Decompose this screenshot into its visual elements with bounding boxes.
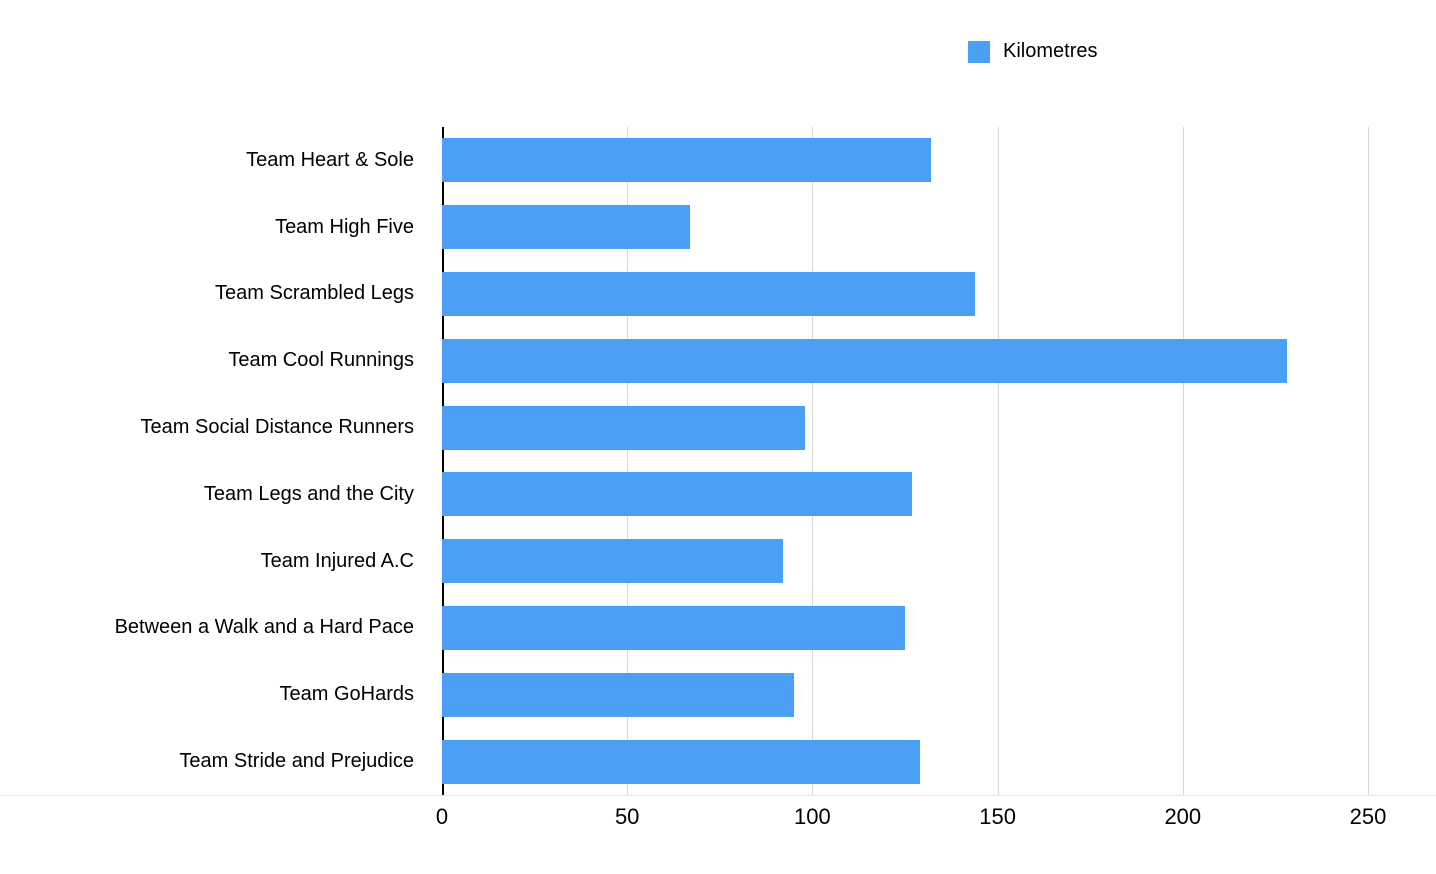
bar-kilometres — [442, 672, 794, 717]
bar-kilometres — [442, 605, 905, 651]
bar-kilometres — [442, 205, 691, 250]
bar-track — [442, 127, 1368, 194]
chart-row: Team Cool Runnings — [0, 327, 1436, 394]
gridline — [997, 127, 999, 795]
category-label: Team Injured A.C — [260, 549, 414, 572]
bar-kilometres — [442, 338, 1287, 383]
x-tick-label: 100 — [794, 804, 831, 829]
chart-row: Team GoHards — [0, 661, 1436, 728]
category-label: Team Social Distance Runners — [140, 416, 414, 439]
gridline — [627, 127, 629, 795]
x-tick-label: 0 — [435, 804, 449, 829]
chart-row: Team Heart & Sole — [0, 127, 1436, 194]
bar-kilometres — [442, 271, 976, 317]
x-tick-label: 200 — [1164, 804, 1202, 829]
chart-row: Team Injured A.C — [0, 528, 1436, 595]
bar-kilometres — [442, 739, 920, 784]
bar-track — [442, 661, 1368, 728]
gridline — [1368, 127, 1369, 795]
bar-track — [442, 327, 1368, 394]
category-label: Team Legs and the City — [203, 482, 414, 505]
y-axis-line — [442, 127, 444, 795]
bar-track — [442, 261, 1368, 328]
category-label: Team Stride and Prejudice — [179, 750, 414, 773]
category-label: Team Heart & Sole — [246, 148, 414, 171]
category-label: Team Cool Runnings — [228, 349, 414, 372]
bar-track — [442, 394, 1368, 461]
bar-track — [442, 461, 1368, 528]
category-label: Team GoHards — [279, 683, 415, 706]
bar-track — [442, 528, 1368, 595]
chart-row: Team Scrambled Legs — [0, 261, 1436, 328]
bar-kilometres — [442, 539, 783, 584]
chart-row: Team Legs and the City — [0, 461, 1436, 528]
bar-rows: Team Heart & Sole Team High Five Team Scra… — [0, 127, 1436, 795]
x-axis-labels: 0 50 100 150 200 250 — [436, 804, 1386, 838]
bar-track — [442, 194, 1368, 261]
bar-kilometres — [442, 472, 913, 517]
plot-area: Team Heart & Sole Team High Five Team Scra… — [0, 127, 1436, 796]
chart-row: Between a Walk and a Hard Pace — [0, 595, 1436, 662]
category-label: Between a Walk and a Hard Pace — [114, 616, 414, 639]
bar-kilometres — [442, 405, 805, 450]
bar-track — [442, 595, 1368, 662]
category-label: Team Scrambled Legs — [215, 282, 414, 305]
legend-swatch-kilometres — [968, 40, 990, 63]
chart-row: Team Social Distance Runners — [0, 394, 1436, 461]
chart-row: Team Stride and Prejudice — [0, 728, 1436, 795]
category-label: Team High Five — [275, 215, 414, 238]
bar-track — [442, 728, 1368, 795]
legend-label: Kilometres — [1003, 40, 1098, 62]
gridline — [1182, 127, 1184, 795]
x-tick-label: 150 — [979, 804, 1016, 829]
bar-kilometres — [442, 138, 931, 183]
gridlines — [442, 127, 1369, 795]
x-tick-label: 50 — [614, 804, 640, 829]
chart-row: Team High Five — [0, 194, 1436, 261]
gridline — [812, 127, 814, 795]
x-tick-label: 250 — [1349, 804, 1387, 829]
legend: Kilometres — [968, 40, 1097, 63]
